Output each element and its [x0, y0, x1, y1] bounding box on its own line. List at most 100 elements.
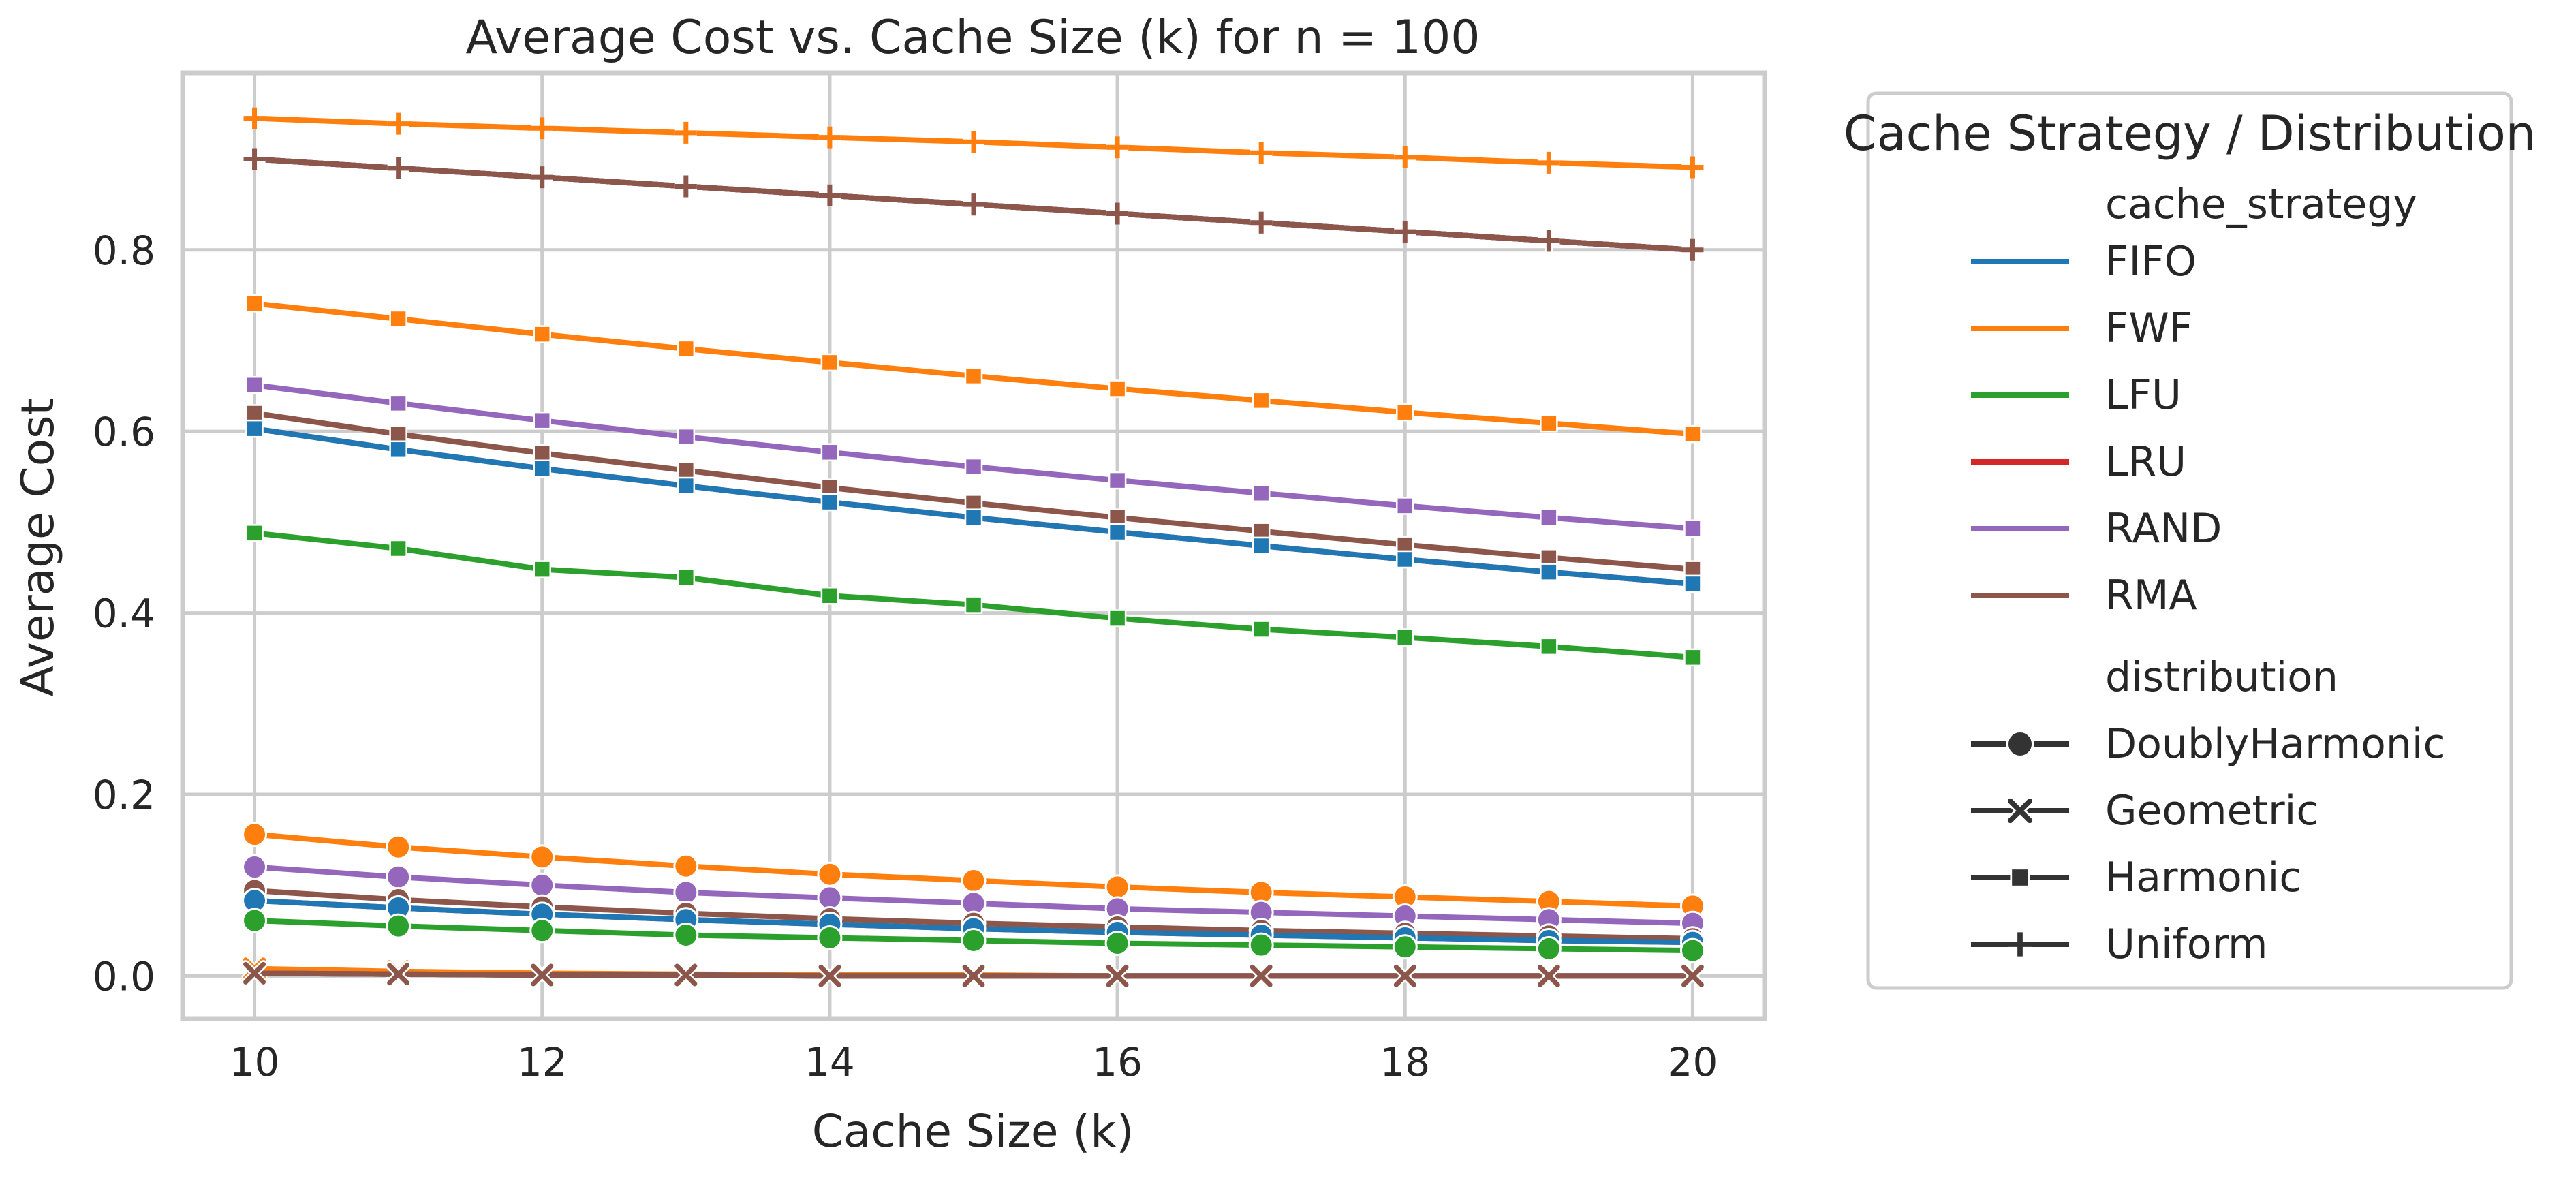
data-point [818, 126, 841, 149]
legend-label: DoublyHarmonic [2105, 720, 2446, 768]
data-point [243, 107, 266, 129]
data-point [241, 960, 268, 987]
data-point [1248, 932, 1274, 958]
data-point [961, 927, 987, 953]
data-point [1252, 391, 1271, 410]
legend-strategies: FIFO FWF LFU LRU RAND RMA [1971, 238, 2222, 619]
legend-item-doublyharmonic: DoublyHarmonic [1971, 720, 2446, 768]
data-point [817, 861, 843, 887]
data-point [1108, 379, 1127, 398]
data-point [245, 419, 264, 438]
data-point [677, 339, 696, 358]
data-point [677, 568, 696, 587]
data-point [1540, 414, 1558, 433]
x-axis-title: Cache Size (k) [812, 1105, 1134, 1158]
data-point [242, 854, 268, 880]
data-point [1252, 620, 1271, 638]
data-point [1108, 609, 1127, 627]
series-line [251, 410, 1696, 572]
data-point [1104, 930, 1130, 956]
series-rand-harmonic [245, 375, 1702, 538]
data-point [1683, 424, 1702, 444]
legend-title: Cache Strategy / Distribution [1844, 106, 2536, 161]
data-point [963, 131, 984, 153]
y-axis-title: Average Cost [12, 398, 64, 697]
data-point [818, 184, 841, 206]
y-tick-label: 0.4 [93, 591, 155, 637]
data-point [674, 175, 697, 198]
data-point [1396, 497, 1414, 515]
data-point [673, 880, 699, 905]
legend-label: Harmonic [2105, 854, 2301, 901]
legend-item-fwf: FWF [1971, 305, 2192, 352]
data-point [1250, 211, 1273, 234]
data-point [1252, 484, 1271, 502]
legend-item-fifo: FIFO [1971, 238, 2197, 285]
data-point [1540, 508, 1558, 527]
data-point [389, 394, 407, 413]
data-point [1681, 156, 1704, 179]
data-point [1394, 221, 1416, 243]
plot-frame [180, 70, 1767, 1021]
data-point [386, 834, 412, 860]
plus-marker-icon [2008, 932, 2032, 957]
legend-item-lru: LRU [1971, 438, 2186, 486]
data-point [529, 872, 555, 898]
legend-label: FWF [2105, 305, 2192, 352]
data-point [242, 908, 268, 933]
y-tick-label: 0.0 [93, 953, 155, 999]
data-point [964, 595, 983, 614]
x-tick-label: 18 [1380, 1039, 1430, 1085]
legend-label: RMA [2105, 572, 2197, 619]
legend-label: Uniform [2105, 920, 2268, 968]
data-point [386, 913, 412, 939]
series-lfu-harmonic [245, 524, 1702, 667]
legend-item-lfu: LFU [1971, 371, 2182, 419]
legend-item-rand: RAND [1971, 505, 2222, 553]
x-ticks: 10 12 14 16 18 20 [230, 1039, 1718, 1085]
data-point [389, 440, 407, 459]
data-point [820, 353, 839, 372]
legend-box [1866, 91, 2513, 990]
data-point [245, 524, 264, 542]
data-point [389, 424, 407, 444]
data-point [1252, 536, 1271, 555]
data-point [1536, 963, 1562, 989]
series-rma-uniform [243, 148, 1704, 261]
y-tick-label: 0.6 [93, 409, 155, 455]
series-lfu-doublyharmonic [242, 908, 1705, 963]
data-point [1104, 874, 1130, 900]
data-point [1540, 637, 1558, 656]
data-point [1538, 230, 1560, 252]
data-point [961, 868, 987, 894]
data-point [389, 539, 407, 558]
data-point [817, 925, 843, 950]
circle-marker-icon [2006, 730, 2034, 758]
legend-item-harmonic: Harmonic [1971, 854, 2301, 901]
legend-label: Geometric [2105, 787, 2318, 835]
data-point [1540, 563, 1558, 581]
data-point [1108, 471, 1127, 490]
y-tick-label: 0.2 [93, 772, 155, 818]
series-rma-harmonic [245, 404, 1702, 578]
data-point [961, 963, 987, 989]
data-point [531, 117, 553, 140]
legend-label: LRU [2105, 438, 2186, 486]
data-point [1538, 151, 1560, 174]
square-marker-icon [2010, 867, 2030, 888]
data-point [1108, 523, 1127, 542]
data-point [820, 587, 839, 605]
data-point [1679, 963, 1706, 989]
data-point [1392, 934, 1418, 960]
y-ticks: 0.0 0.2 0.4 0.6 0.8 [93, 228, 155, 1000]
data-point [387, 112, 409, 135]
data-point [529, 918, 555, 944]
data-point [245, 294, 264, 313]
data-point [677, 476, 696, 495]
data-point [386, 864, 412, 890]
data-point [533, 411, 551, 430]
data-point [1396, 628, 1414, 647]
data-point [964, 367, 983, 386]
